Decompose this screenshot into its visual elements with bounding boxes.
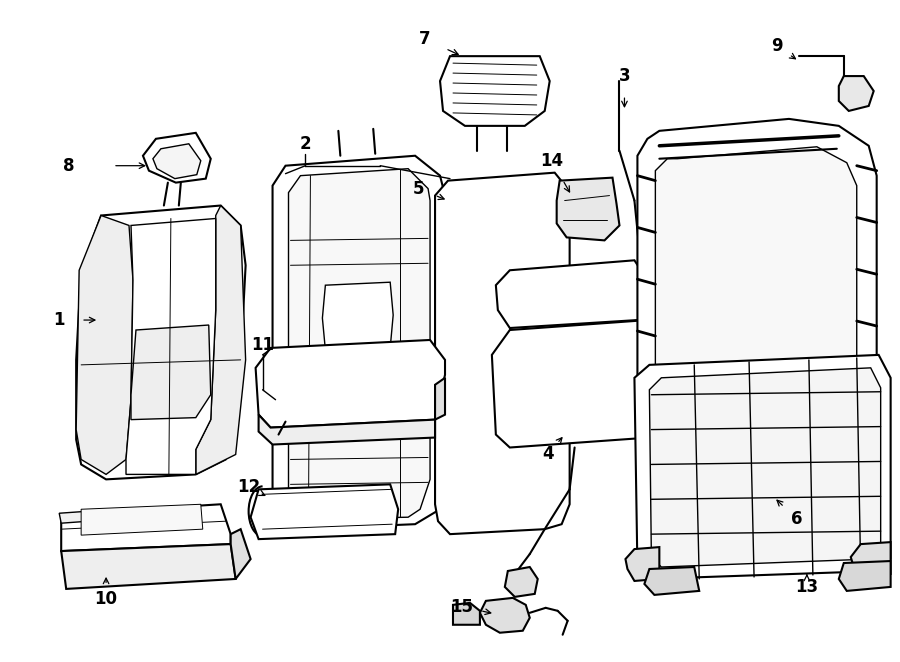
Circle shape: [848, 86, 864, 102]
Circle shape: [719, 175, 739, 195]
Circle shape: [764, 175, 784, 195]
Circle shape: [377, 213, 393, 228]
Polygon shape: [496, 260, 650, 328]
Circle shape: [496, 601, 520, 625]
Polygon shape: [637, 119, 877, 547]
Text: 10: 10: [94, 590, 118, 608]
Polygon shape: [839, 561, 891, 591]
Polygon shape: [230, 529, 250, 579]
Text: 14: 14: [540, 152, 563, 169]
Polygon shape: [480, 598, 530, 633]
Polygon shape: [61, 504, 230, 551]
Polygon shape: [850, 542, 891, 576]
Circle shape: [578, 199, 601, 222]
Polygon shape: [839, 76, 874, 111]
Text: 3: 3: [618, 67, 630, 85]
Polygon shape: [322, 282, 393, 350]
Polygon shape: [250, 485, 398, 539]
Text: 6: 6: [791, 510, 803, 528]
Polygon shape: [143, 133, 211, 183]
Circle shape: [804, 414, 833, 444]
Circle shape: [719, 479, 739, 499]
Polygon shape: [81, 504, 202, 535]
Text: 9: 9: [771, 37, 783, 55]
Polygon shape: [435, 378, 445, 420]
Polygon shape: [655, 147, 857, 521]
Polygon shape: [153, 144, 201, 179]
Text: 15: 15: [451, 598, 473, 616]
Polygon shape: [59, 509, 116, 523]
Polygon shape: [634, 355, 891, 579]
Polygon shape: [644, 567, 699, 595]
Text: 11: 11: [251, 336, 274, 354]
Polygon shape: [273, 156, 445, 529]
Polygon shape: [76, 216, 133, 475]
Polygon shape: [131, 325, 211, 420]
Circle shape: [739, 457, 779, 497]
Circle shape: [328, 209, 352, 232]
Text: 1: 1: [53, 311, 65, 329]
Polygon shape: [126, 218, 216, 475]
Polygon shape: [557, 177, 619, 240]
Polygon shape: [626, 547, 660, 581]
Text: 2: 2: [300, 135, 311, 153]
Polygon shape: [289, 169, 430, 519]
Circle shape: [299, 501, 319, 521]
Polygon shape: [196, 205, 246, 475]
Polygon shape: [440, 56, 550, 126]
Polygon shape: [505, 567, 537, 597]
Text: 12: 12: [237, 479, 260, 496]
Text: 5: 5: [412, 179, 424, 197]
Text: 13: 13: [796, 578, 818, 596]
Polygon shape: [453, 603, 480, 625]
Polygon shape: [435, 173, 570, 534]
Polygon shape: [256, 340, 445, 428]
Polygon shape: [258, 414, 435, 444]
Polygon shape: [650, 368, 881, 567]
Text: 4: 4: [542, 446, 554, 463]
Circle shape: [368, 504, 382, 518]
Text: 8: 8: [63, 157, 75, 175]
Polygon shape: [76, 205, 246, 479]
Circle shape: [764, 479, 784, 499]
Polygon shape: [492, 320, 662, 448]
Polygon shape: [61, 544, 236, 589]
Circle shape: [338, 501, 358, 521]
Text: 7: 7: [419, 30, 431, 48]
Polygon shape: [322, 357, 393, 432]
